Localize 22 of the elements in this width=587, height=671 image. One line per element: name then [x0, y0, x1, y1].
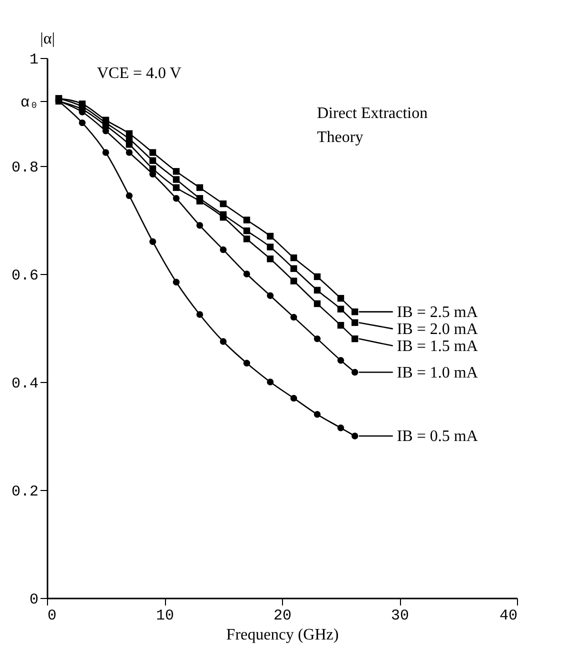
legend-label: IB = 1.0 mA [396, 364, 478, 382]
y-tick-label: 1 [29, 52, 38, 68]
y-tick-label: 0.6 [11, 268, 38, 284]
x-tick-label: 20 [273, 608, 292, 624]
y-tick-label: α₀ [20, 94, 38, 112]
x-tick-label: 0 [48, 608, 57, 624]
y-tick-label: 0.4 [11, 376, 38, 392]
x-tick-label: 40 [499, 608, 518, 624]
annotation: VCE = 4.0 V [97, 65, 182, 82]
legend-label: IB = 0.5 mA [396, 428, 478, 445]
legend-label: IB = 2.5 mA [396, 304, 478, 321]
annotation: Direct Extraction [317, 105, 428, 122]
y-axis-title: |α| [40, 30, 55, 48]
x-tick-label: 10 [156, 608, 174, 624]
x-tick-label: 30 [390, 608, 410, 624]
x-axis-title: Frequency (GHz) [226, 626, 339, 644]
legend-label: IB = 1.5 mA [396, 338, 478, 355]
legend-label: IB = 2.0 mA [396, 320, 478, 338]
y-tick-label: 0.8 [11, 160, 38, 176]
y-tick-label: 0.2 [11, 484, 38, 500]
y-tick-label: 0 [29, 592, 38, 608]
annotation: Theory [317, 129, 364, 146]
